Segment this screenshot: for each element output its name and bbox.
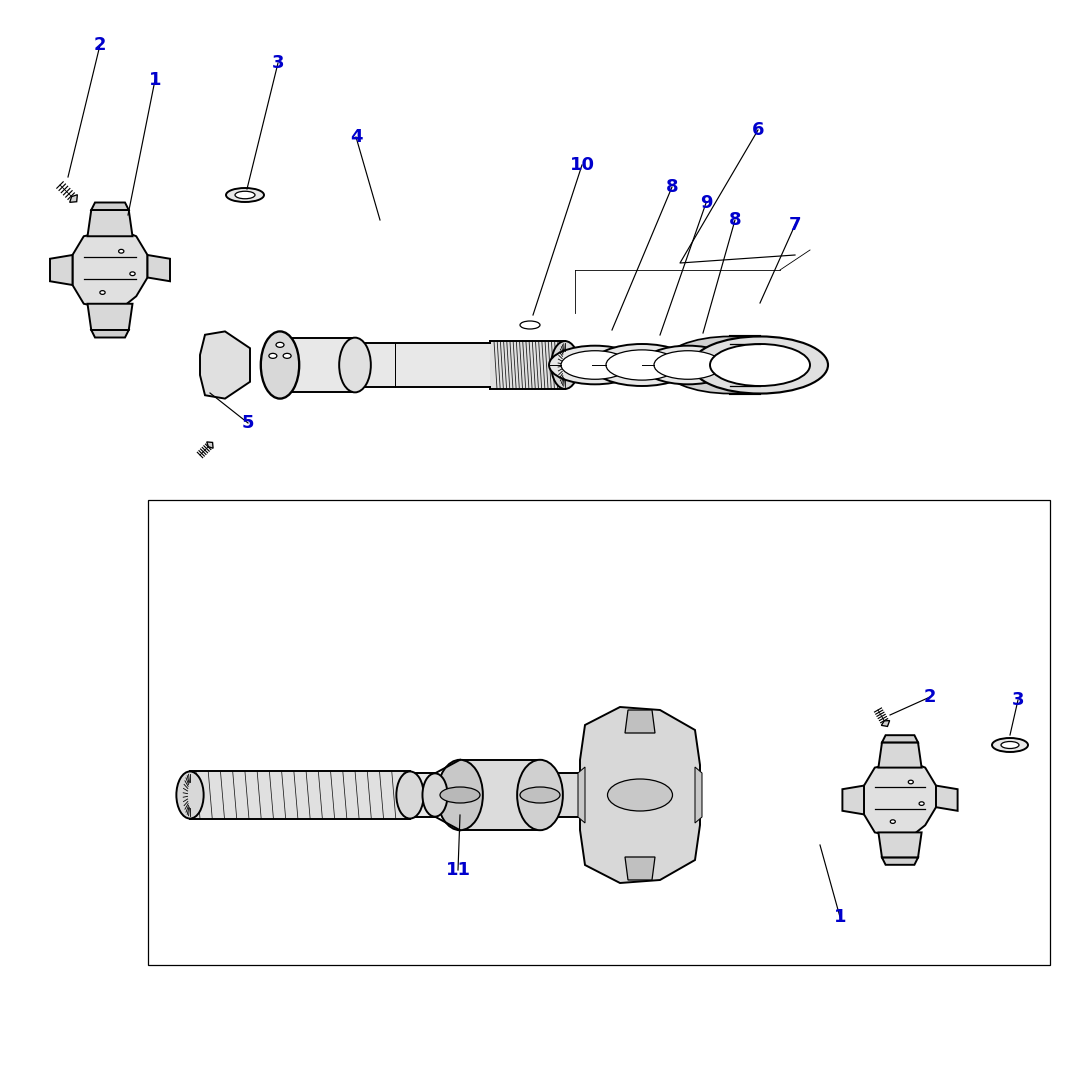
Bar <box>460 759 540 831</box>
Polygon shape <box>207 442 214 448</box>
Text: 1: 1 <box>834 908 846 925</box>
Bar <box>490 341 565 389</box>
Polygon shape <box>92 202 129 210</box>
Ellipse shape <box>423 773 448 817</box>
Polygon shape <box>936 786 958 810</box>
Ellipse shape <box>710 344 810 386</box>
Ellipse shape <box>592 344 692 386</box>
Polygon shape <box>73 229 147 311</box>
Bar <box>532 773 640 817</box>
Text: 2: 2 <box>94 36 106 54</box>
Ellipse shape <box>397 771 424 819</box>
Ellipse shape <box>177 771 204 819</box>
Polygon shape <box>879 742 922 768</box>
Ellipse shape <box>642 346 734 384</box>
Ellipse shape <box>607 779 673 812</box>
Ellipse shape <box>549 346 641 384</box>
Ellipse shape <box>654 350 722 379</box>
Text: 2: 2 <box>923 688 936 706</box>
Ellipse shape <box>1001 741 1019 749</box>
Ellipse shape <box>276 342 284 347</box>
Text: 11: 11 <box>446 861 471 879</box>
Polygon shape <box>580 707 700 883</box>
Text: 3: 3 <box>271 54 284 72</box>
Polygon shape <box>199 331 250 398</box>
Ellipse shape <box>235 192 255 199</box>
Text: 5: 5 <box>242 414 254 432</box>
Ellipse shape <box>130 272 135 276</box>
Text: 1: 1 <box>148 71 161 89</box>
Ellipse shape <box>552 341 579 389</box>
Ellipse shape <box>561 350 629 379</box>
Ellipse shape <box>261 331 299 398</box>
Polygon shape <box>843 786 864 815</box>
Bar <box>148 499 1050 965</box>
Polygon shape <box>882 857 918 865</box>
Ellipse shape <box>119 249 124 253</box>
Text: 4: 4 <box>350 128 362 146</box>
Ellipse shape <box>606 350 678 380</box>
Polygon shape <box>87 304 133 330</box>
Ellipse shape <box>692 337 828 394</box>
Text: 7: 7 <box>789 216 801 234</box>
Ellipse shape <box>520 787 560 803</box>
Polygon shape <box>147 255 170 281</box>
Ellipse shape <box>226 189 264 202</box>
Text: 8: 8 <box>729 211 741 229</box>
Ellipse shape <box>264 338 295 392</box>
Ellipse shape <box>517 759 562 831</box>
Bar <box>355 343 490 387</box>
Ellipse shape <box>992 738 1028 752</box>
Polygon shape <box>50 255 73 285</box>
Ellipse shape <box>440 787 480 803</box>
Polygon shape <box>625 857 655 880</box>
Text: 8: 8 <box>666 178 678 196</box>
Polygon shape <box>70 195 77 202</box>
Polygon shape <box>864 760 936 839</box>
Text: 10: 10 <box>569 155 594 174</box>
Ellipse shape <box>283 354 291 358</box>
Polygon shape <box>92 330 129 338</box>
Bar <box>190 771 410 819</box>
Bar <box>410 773 435 817</box>
Polygon shape <box>882 735 918 742</box>
Ellipse shape <box>908 781 913 784</box>
Ellipse shape <box>100 291 105 294</box>
Polygon shape <box>87 210 133 236</box>
Text: 9: 9 <box>700 194 712 212</box>
Ellipse shape <box>891 820 895 823</box>
Polygon shape <box>879 833 922 857</box>
Ellipse shape <box>269 354 277 358</box>
Text: 3: 3 <box>1012 691 1025 709</box>
Polygon shape <box>882 721 889 726</box>
Ellipse shape <box>919 802 924 805</box>
Ellipse shape <box>437 759 483 831</box>
Polygon shape <box>695 767 702 823</box>
Polygon shape <box>625 710 655 733</box>
Ellipse shape <box>662 337 798 394</box>
Text: 6: 6 <box>752 121 764 140</box>
Polygon shape <box>578 767 585 823</box>
Bar <box>280 338 355 392</box>
Ellipse shape <box>339 338 371 392</box>
